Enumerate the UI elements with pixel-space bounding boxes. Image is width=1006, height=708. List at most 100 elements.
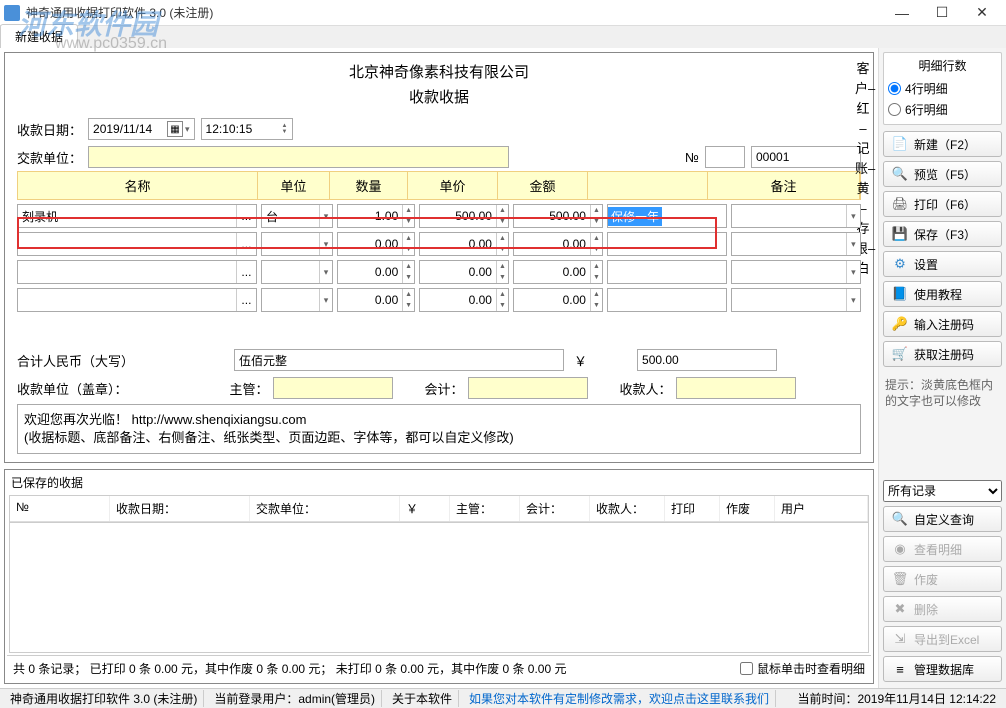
dropdown-icon[interactable]: ▾ bbox=[319, 233, 332, 255]
dropdown-icon[interactable]: ▾ bbox=[846, 233, 860, 255]
dropdown-icon[interactable]: ▾ bbox=[846, 261, 860, 283]
radio-6rows[interactable]: 6行明细 bbox=[888, 99, 997, 120]
qty-cell[interactable]: ▲▼ bbox=[337, 204, 415, 228]
dropdown-icon[interactable]: ▾ bbox=[846, 289, 860, 311]
recv-input[interactable] bbox=[676, 377, 796, 399]
tab-new-receipt[interactable]: 新建收据 bbox=[0, 24, 78, 48]
price-cell[interactable]: ▲▼ bbox=[419, 232, 509, 256]
time-input[interactable]: ▲▼ bbox=[201, 118, 293, 140]
saved-col-date[interactable]: 收款日期： bbox=[110, 496, 250, 521]
price-cell[interactable]: ▲▼ bbox=[419, 288, 509, 312]
new-button[interactable]: 📄新建（F2） bbox=[883, 131, 1002, 157]
company-name: 北京神奇像素科技有限公司 bbox=[7, 55, 871, 84]
saved-col-print[interactable]: 打印 bbox=[665, 496, 720, 521]
saved-col-mgr[interactable]: 主管： bbox=[450, 496, 520, 521]
date-field[interactable] bbox=[93, 122, 167, 136]
payer-input[interactable] bbox=[88, 146, 509, 168]
dropdown-icon[interactable]: ▾ bbox=[319, 205, 332, 227]
unit-cell[interactable]: ▾ bbox=[261, 204, 333, 228]
remark-cell[interactable]: ▾ bbox=[731, 204, 861, 228]
no-prefix[interactable] bbox=[705, 146, 745, 168]
saved-body bbox=[10, 522, 868, 652]
calendar-icon[interactable]: ▦ bbox=[167, 121, 183, 137]
rows-group-title: 明细行数 bbox=[888, 57, 997, 74]
save-button[interactable]: 💾保存（F3） bbox=[883, 221, 1002, 247]
saved-col-user[interactable]: 用户 bbox=[775, 496, 868, 521]
qty-cell[interactable]: ▲▼ bbox=[337, 288, 415, 312]
close-button[interactable]: ✕ bbox=[962, 0, 1002, 26]
tab-bar: 新建收据 bbox=[0, 26, 1006, 48]
saved-col-payer[interactable]: 交款单位： bbox=[250, 496, 400, 521]
tutorial-button[interactable]: 📘使用教程 bbox=[883, 281, 1002, 307]
price-cell[interactable]: ▲▼ bbox=[419, 204, 509, 228]
amount-cell[interactable]: ▲▼ bbox=[513, 232, 603, 256]
remark-a-cell[interactable] bbox=[607, 232, 727, 256]
price-cell[interactable]: ▲▼ bbox=[419, 260, 509, 284]
name-cell[interactable]: ... bbox=[17, 260, 257, 284]
manage-db-button[interactable]: ≡管理数据库 bbox=[883, 656, 1002, 682]
saved-col-no[interactable]: № bbox=[10, 496, 110, 521]
saved-col-recv[interactable]: 收款人： bbox=[590, 496, 665, 521]
unit-cell[interactable]: ▾ bbox=[261, 260, 333, 284]
lookup-icon[interactable]: ... bbox=[236, 261, 256, 283]
col-unit: 单位 bbox=[258, 172, 330, 199]
name-cell[interactable]: ... bbox=[17, 288, 257, 312]
get-regcode-button[interactable]: 🛒获取注册码 bbox=[883, 341, 1002, 367]
remark-a-cell[interactable] bbox=[607, 260, 727, 284]
amount-cell[interactable]: ▲▼ bbox=[513, 288, 603, 312]
status-contact-link[interactable]: 如果您对本软件有定制修改需求，欢迎点击这里联系我们 bbox=[463, 690, 776, 707]
no-value[interactable] bbox=[751, 146, 861, 168]
new-icon: 📄 bbox=[892, 136, 908, 152]
export-excel-button[interactable]: ⇲导出到Excel bbox=[883, 626, 1002, 652]
table-row: ...▾▲▼▲▼▲▼保修一年▾ bbox=[17, 204, 861, 228]
settings-button[interactable]: ⚙设置 bbox=[883, 251, 1002, 277]
print-button[interactable]: 🖨打印（F6） bbox=[883, 191, 1002, 217]
amount-cell[interactable]: ▲▼ bbox=[513, 260, 603, 284]
saved-col-amt[interactable]: ￥ bbox=[400, 496, 450, 521]
mgr-label: 主管： bbox=[230, 379, 269, 398]
saved-footer-text: 共 0 条记录； 已打印 0 条 0.00 元，其中作废 0 条 0.00 元；… bbox=[13, 660, 566, 677]
date-dropdown-icon[interactable]: ▾ bbox=[185, 124, 190, 135]
radio-4rows[interactable]: 4行明细 bbox=[888, 78, 997, 99]
lookup-icon[interactable]: ... bbox=[236, 289, 256, 311]
date-input[interactable]: ▦ ▾ bbox=[88, 118, 195, 140]
maximize-button[interactable]: ☐ bbox=[922, 0, 962, 26]
remark-cell[interactable]: ▾ bbox=[731, 232, 861, 256]
view-detail-checkbox[interactable]: 鼠标单击时查看明细 bbox=[740, 660, 865, 677]
unit-cell[interactable]: ▾ bbox=[261, 288, 333, 312]
minimize-button[interactable]: — bbox=[882, 0, 922, 26]
view-detail-button[interactable]: ◉查看明细 bbox=[883, 536, 1002, 562]
total-num-value[interactable] bbox=[637, 349, 777, 371]
dropdown-icon[interactable]: ▾ bbox=[319, 289, 332, 311]
remark-a-cell[interactable] bbox=[607, 288, 727, 312]
dropdown-icon[interactable]: ▾ bbox=[846, 205, 860, 227]
time-field[interactable] bbox=[206, 122, 280, 136]
amount-cell[interactable]: ▲▼ bbox=[513, 204, 603, 228]
preview-button[interactable]: 🔍预览（F5） bbox=[883, 161, 1002, 187]
remark-cell[interactable]: ▾ bbox=[731, 260, 861, 284]
saved-col-void[interactable]: 作废 bbox=[720, 496, 775, 521]
remark-a-cell[interactable]: 保修一年 bbox=[607, 204, 727, 228]
remark-cell[interactable]: ▾ bbox=[731, 288, 861, 312]
lookup-icon[interactable]: ... bbox=[236, 233, 256, 255]
enter-regcode-button[interactable]: 🔑输入注册码 bbox=[883, 311, 1002, 337]
custom-query-button[interactable]: 🔍自定义查询 bbox=[883, 506, 1002, 532]
delete-button[interactable]: ✖删除 bbox=[883, 596, 1002, 622]
name-cell[interactable]: ... bbox=[17, 232, 257, 256]
status-about[interactable]: 关于本软件 bbox=[386, 690, 459, 707]
dropdown-icon[interactable]: ▾ bbox=[319, 261, 332, 283]
time-down-icon[interactable]: ▼ bbox=[282, 129, 288, 135]
total-cn-value[interactable] bbox=[234, 349, 564, 371]
lookup-icon[interactable]: ... bbox=[236, 205, 256, 227]
unit-cell[interactable]: ▾ bbox=[261, 232, 333, 256]
note-box[interactable]: 欢迎您再次光临！ http://www.shenqixiangsu.com (收… bbox=[17, 404, 861, 454]
qty-cell[interactable]: ▲▼ bbox=[337, 260, 415, 284]
saved-col-acct[interactable]: 会计： bbox=[520, 496, 590, 521]
void-button[interactable]: 🗑作废 bbox=[883, 566, 1002, 592]
status-user: 当前登录用户：admin(管理员) bbox=[208, 690, 382, 707]
acct-input[interactable] bbox=[468, 377, 588, 399]
filter-select[interactable]: 所有记录 bbox=[883, 480, 1002, 502]
qty-cell[interactable]: ▲▼ bbox=[337, 232, 415, 256]
name-cell[interactable]: ... bbox=[17, 204, 257, 228]
mgr-input[interactable] bbox=[273, 377, 393, 399]
